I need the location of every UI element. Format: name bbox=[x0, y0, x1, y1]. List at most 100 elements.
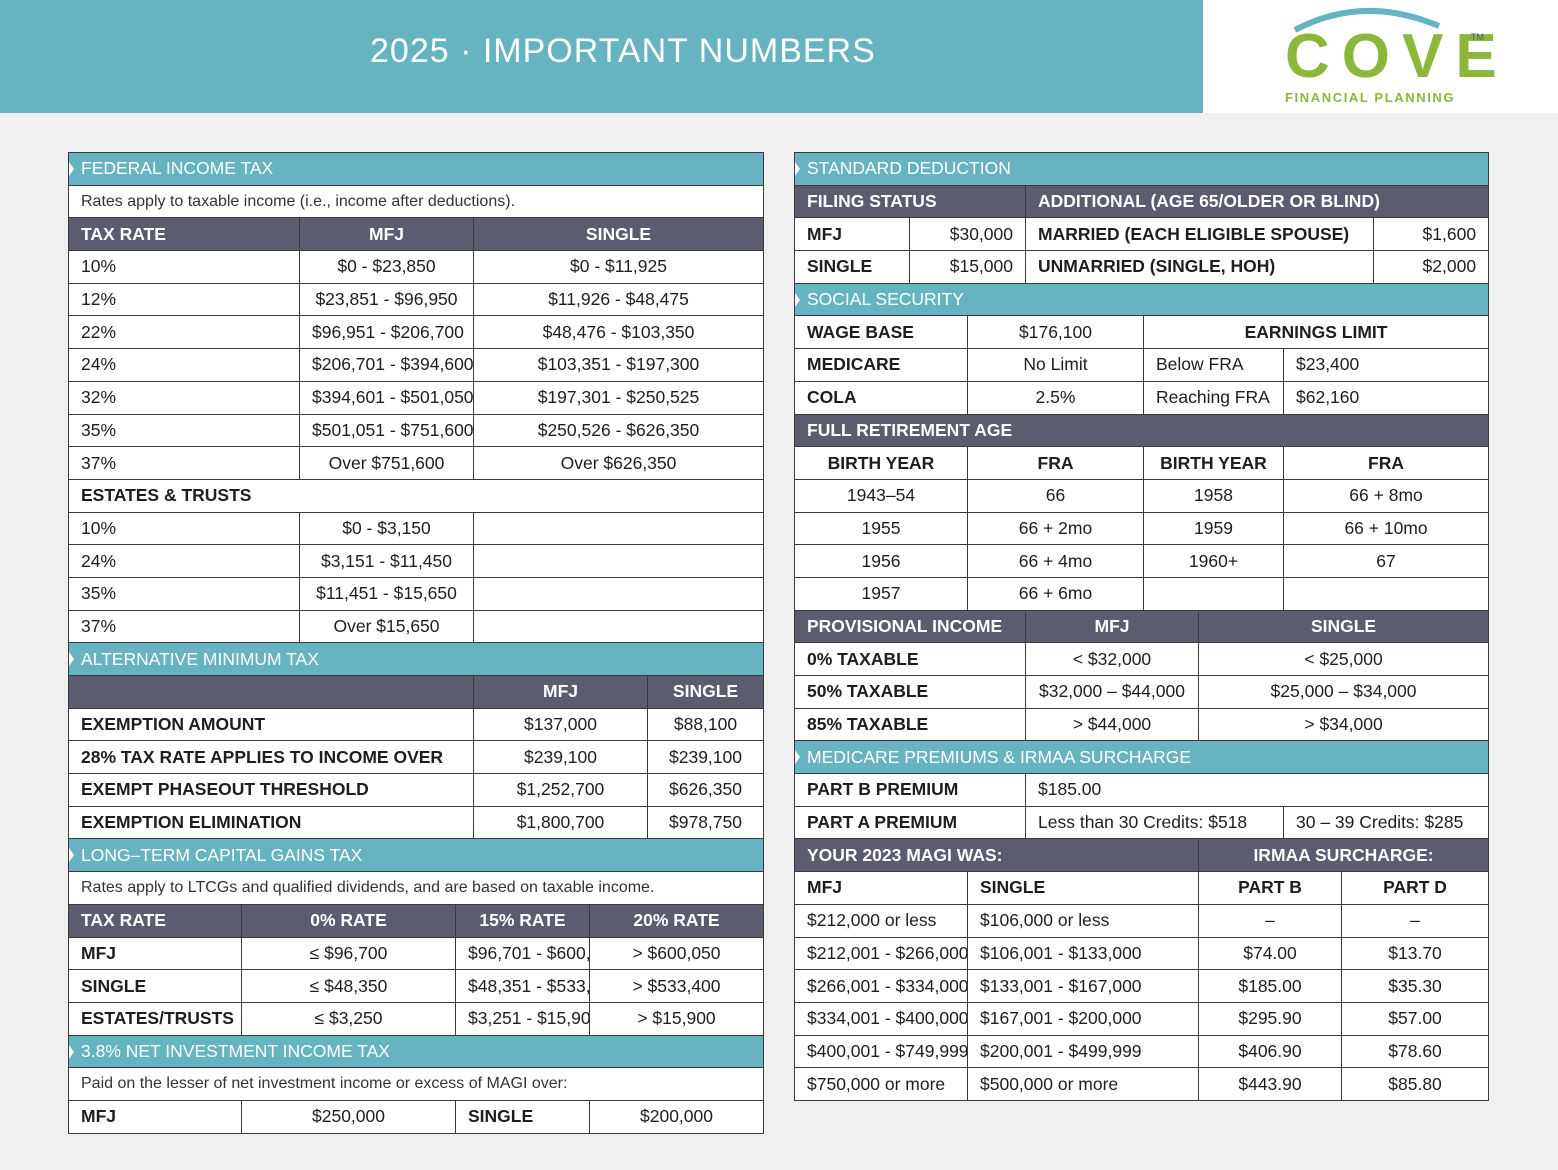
ltcg-header: 0% RATE bbox=[241, 903, 456, 938]
estates-cell: 37% bbox=[68, 609, 300, 644]
fit-cell: $250,526 - $626,350 bbox=[473, 413, 764, 448]
fit-cell: $206,701 - $394,600 bbox=[299, 348, 474, 382]
fit-cell: Over $626,350 bbox=[473, 446, 764, 480]
amt-cell: 28% TAX RATE APPLIES TO INCOME OVER bbox=[68, 740, 474, 775]
fra-cell: 67 bbox=[1282, 544, 1490, 578]
amt-cell: $137,000 bbox=[473, 707, 648, 742]
irmaa-header-row: YOUR 2023 MAGI WAS: IRMAA SURCHARGE: bbox=[794, 838, 1490, 873]
sd-cell: UNMARRIED (SINGLE, HOH) bbox=[1025, 250, 1374, 284]
ss-below-fra-label: Below FRA bbox=[1143, 348, 1284, 382]
fra-cell: 1943–54 bbox=[794, 478, 968, 513]
niit-cell: $250,000 bbox=[241, 1099, 456, 1134]
irmaa-cell: $133,001 - $167,000 bbox=[967, 969, 1199, 1003]
ltcg-cell: $48,351 - $533,400 bbox=[455, 969, 590, 1003]
pi-cell: < $25,000 bbox=[1197, 642, 1490, 676]
logo-wordmark: COVE bbox=[1285, 22, 1509, 91]
table-row: 37% Over $15,650 bbox=[68, 609, 764, 644]
table-row: $212,000 or less $106,000 or less – – bbox=[794, 903, 1490, 938]
amt-header bbox=[68, 675, 474, 709]
irmaa-cell: $295.90 bbox=[1198, 1001, 1342, 1036]
fra-cell: 1958 bbox=[1143, 478, 1284, 513]
pi-cell: > $34,000 bbox=[1197, 707, 1490, 742]
fit-cell: $394,601 - $501,050 bbox=[299, 380, 474, 415]
pi-cell: 50% TAXABLE bbox=[794, 675, 1026, 709]
irmaa-subheader-row: MFJ SINGLE PART B PART D bbox=[794, 871, 1490, 905]
fit-cell: $501,051 - $751,600 bbox=[299, 413, 474, 448]
niit-note: Paid on the lesser of net investment inc… bbox=[68, 1067, 764, 1101]
fit-cell: 22% bbox=[68, 315, 300, 350]
fit-cell: 10% bbox=[68, 250, 300, 284]
ltcg-cell: $96,701 - $600,050 bbox=[455, 936, 590, 971]
amt-cell: $1,252,700 bbox=[473, 773, 648, 807]
fit-cell: $0 - $11,925 bbox=[473, 250, 764, 284]
ltcg-cell: > $600,050 bbox=[589, 936, 764, 971]
empty-cell bbox=[473, 544, 764, 578]
table-row: ESTATES/TRUSTS ≤ $3,250 $3,251 - $15,900 > … bbox=[68, 1001, 764, 1036]
fra-cell: 66 + 4mo bbox=[967, 544, 1144, 578]
table-row: 1943–54 66 1958 66 + 8mo bbox=[794, 478, 1490, 513]
fra-cell: 66 bbox=[967, 478, 1144, 513]
sd-cell: $1,600 bbox=[1372, 217, 1490, 252]
amt-cell: EXEMPT PHASEOUT THRESHOLD bbox=[68, 773, 474, 807]
ltcg-cell: > $15,900 bbox=[589, 1001, 764, 1036]
right-column-tables: STANDARD DEDUCTION FILING STATUS ADDITIO… bbox=[793, 152, 1490, 1101]
amt-cell: $978,750 bbox=[647, 805, 764, 840]
table-row: 12% $23,851 - $96,950 $11,926 - $48,475 bbox=[68, 282, 764, 317]
logo-subtitle: FINANCIAL PLANNING bbox=[1285, 90, 1456, 105]
niit-cell: SINGLE bbox=[455, 1099, 590, 1134]
ltcg-cell: ESTATES/TRUSTS bbox=[68, 1001, 242, 1036]
table-row: $266,001 - $334,000 $133,001 - $167,000 $1… bbox=[794, 969, 1490, 1003]
table-row: 28% TAX RATE APPLIES TO INCOME OVER $239,… bbox=[68, 740, 764, 775]
fit-header: TAX RATE bbox=[68, 217, 300, 252]
fra-header: FRA bbox=[1282, 446, 1490, 480]
table-row: 32% $394,601 - $501,050 $197,301 - $250,52… bbox=[68, 380, 764, 415]
table-row: 35% $501,051 - $751,600 $250,526 - $626,35… bbox=[68, 413, 764, 448]
irmaa-cell: $266,001 - $334,000 bbox=[794, 969, 968, 1003]
estates-cell: 35% bbox=[68, 576, 300, 611]
fit-cell: Over $751,600 bbox=[299, 446, 474, 480]
irmaa-subheader: PART D bbox=[1340, 871, 1490, 905]
fra-header: FRA bbox=[967, 446, 1144, 480]
sd-cell: $30,000 bbox=[909, 217, 1026, 252]
irmaa-cell: $500,000 or more bbox=[967, 1067, 1199, 1101]
amt-cell: EXEMPTION AMOUNT bbox=[68, 707, 474, 742]
table-row: $334,001 - $400,000 $167,001 - $200,000 $2… bbox=[794, 1001, 1490, 1036]
amt-cell: $626,350 bbox=[647, 773, 764, 807]
sd-header-row: FILING STATUS ADDITIONAL (AGE 65/OLDER O… bbox=[794, 184, 1490, 219]
sd-header: FILING STATUS bbox=[794, 184, 1026, 219]
cove-logo: COVE TM FINANCIAL PLANNING bbox=[1203, 0, 1558, 113]
amt-header: SINGLE bbox=[647, 675, 764, 709]
ltcg-header: TAX RATE bbox=[68, 903, 242, 938]
fit-header: MFJ bbox=[299, 217, 474, 252]
table-row: EXEMPT PHASEOUT THRESHOLD $1,252,700 $626,… bbox=[68, 773, 764, 807]
irmaa-cell: $106,001 - $133,000 bbox=[967, 936, 1199, 971]
section-niit: 3.8% NET INVESTMENT INCOME TAX bbox=[68, 1034, 764, 1069]
pi-cell: > $44,000 bbox=[1025, 707, 1199, 742]
irmaa-subheader: PART B bbox=[1198, 871, 1342, 905]
fit-cell: 32% bbox=[68, 380, 300, 415]
fra-cell: 66 + 8mo bbox=[1282, 478, 1490, 513]
table-row: MEDICARE No Limit Below FRA $23,400 bbox=[794, 348, 1490, 382]
table-row: 50% TAXABLE $32,000 – $44,000 $25,000 – $3… bbox=[794, 675, 1490, 709]
irmaa-cell: $167,001 - $200,000 bbox=[967, 1001, 1199, 1036]
fra-cell: 1957 bbox=[794, 576, 968, 611]
table-row: 24% $3,151 - $11,450 bbox=[68, 544, 764, 578]
header-banner: 2025 · IMPORTANT NUMBERS bbox=[0, 0, 1203, 113]
fra-cell: 1956 bbox=[794, 544, 968, 578]
part-a-value: Less than 30 Credits: $518 bbox=[1025, 805, 1284, 840]
estates-cell: 24% bbox=[68, 544, 300, 578]
fit-header: SINGLE bbox=[473, 217, 764, 252]
left-column-tables: FEDERAL INCOME TAX Rates apply to taxabl… bbox=[68, 152, 764, 1134]
irmaa-cell: $200,001 - $499,999 bbox=[967, 1034, 1199, 1069]
fit-cell: 24% bbox=[68, 348, 300, 382]
empty-cell bbox=[473, 609, 764, 644]
table-row: EXEMPTION AMOUNT $137,000 $88,100 bbox=[68, 707, 764, 742]
fit-cell: $197,301 - $250,525 bbox=[473, 380, 764, 415]
table-row: 85% TAXABLE > $44,000 > $34,000 bbox=[794, 707, 1490, 742]
fit-note: Rates apply to taxable income (i.e., inc… bbox=[68, 184, 764, 219]
pi-header: MFJ bbox=[1025, 609, 1199, 644]
pi-cell: $25,000 – $34,000 bbox=[1197, 675, 1490, 709]
ss-reaching-fra-value: $62,160 bbox=[1282, 380, 1490, 415]
sd-cell: $15,000 bbox=[909, 250, 1026, 284]
table-row: SINGLE≤ $48,350$48,351 - $533,400> $533,… bbox=[68, 969, 764, 1003]
